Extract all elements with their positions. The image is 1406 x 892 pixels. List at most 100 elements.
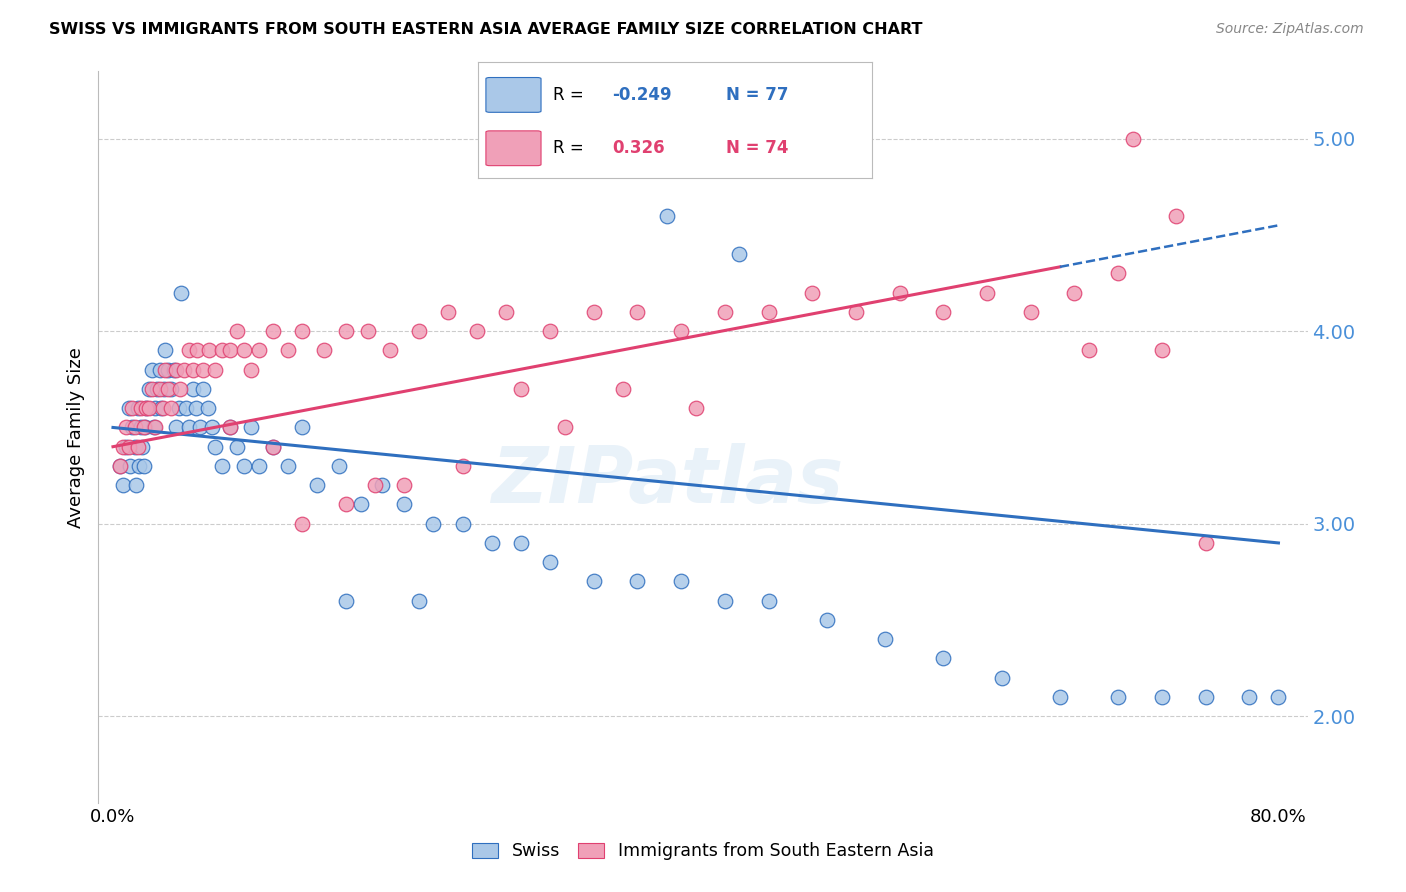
Point [262,440,284,454]
Text: 0.326: 0.326 [612,139,665,157]
Point [135,401,157,416]
Point [1122,132,1144,146]
Point [142,420,165,434]
Point [976,285,998,300]
Point [170,285,193,300]
Point [152,401,174,416]
Point [714,593,737,607]
Point [165,420,187,434]
Point [626,305,648,319]
Point [181,382,204,396]
Legend: Swiss, Immigrants from South Eastern Asia: Swiss, Immigrants from South Eastern Asi… [465,836,941,867]
Point [437,305,460,319]
Point [394,498,416,512]
Point [233,458,256,473]
Point [124,420,146,434]
Point [1166,209,1188,223]
Point [990,671,1012,685]
Point [193,362,215,376]
Point [155,343,177,358]
Point [1194,536,1216,550]
Point [218,420,240,434]
Point [149,382,172,396]
Point [509,536,531,550]
Point [115,420,138,434]
Point [758,593,780,607]
Point [378,343,401,358]
Point [626,574,648,589]
Point [138,401,160,416]
Point [364,478,387,492]
Point [1150,690,1173,704]
Point [335,324,357,338]
Point [186,343,208,358]
Point [218,343,240,358]
Point [177,343,200,358]
Point [131,440,153,454]
Point [314,343,336,358]
Point [204,440,226,454]
Point [845,305,868,319]
Point [157,362,180,376]
Point [201,420,224,434]
Point [132,458,155,473]
Point [233,343,256,358]
Point [1107,267,1129,281]
Point [124,440,146,454]
Point [465,324,488,338]
Text: ZIPatlas: ZIPatlas [491,443,842,519]
Point [451,458,474,473]
Point [190,420,212,434]
Point [128,458,150,473]
Point [612,382,634,396]
Point [554,420,576,434]
Point [165,362,187,376]
Point [149,362,172,376]
Point [422,516,444,531]
Point [135,401,157,416]
Point [141,382,163,396]
Point [121,420,143,434]
Point [198,343,221,358]
Point [120,458,142,473]
Point [118,440,141,454]
Point [125,478,148,492]
Point [932,651,955,665]
Point [262,440,284,454]
Point [291,324,314,338]
Point [1107,690,1129,704]
Point [129,401,152,416]
Point [801,285,824,300]
Point [1239,690,1261,704]
Point [143,401,166,416]
Point [155,362,177,376]
Point [160,382,183,396]
FancyBboxPatch shape [486,131,541,166]
Point [225,324,247,338]
Point [121,401,143,416]
Point [225,440,247,454]
Point [163,362,186,376]
Point [371,478,394,492]
Point [150,401,173,416]
Point [277,458,299,473]
Point [247,343,270,358]
Point [112,478,135,492]
Point [141,362,163,376]
Point [357,324,380,338]
Point [132,420,155,434]
Text: Source: ZipAtlas.com: Source: ZipAtlas.com [1216,22,1364,37]
Point [118,401,141,416]
Point [1019,305,1042,319]
Point [138,382,160,396]
Point [197,401,219,416]
Point [169,382,191,396]
Point [538,555,561,569]
Point [110,458,132,473]
Point [1267,690,1289,704]
Point [291,516,314,531]
Point [177,420,200,434]
Point [247,458,270,473]
Point [145,382,167,396]
Point [218,420,240,434]
